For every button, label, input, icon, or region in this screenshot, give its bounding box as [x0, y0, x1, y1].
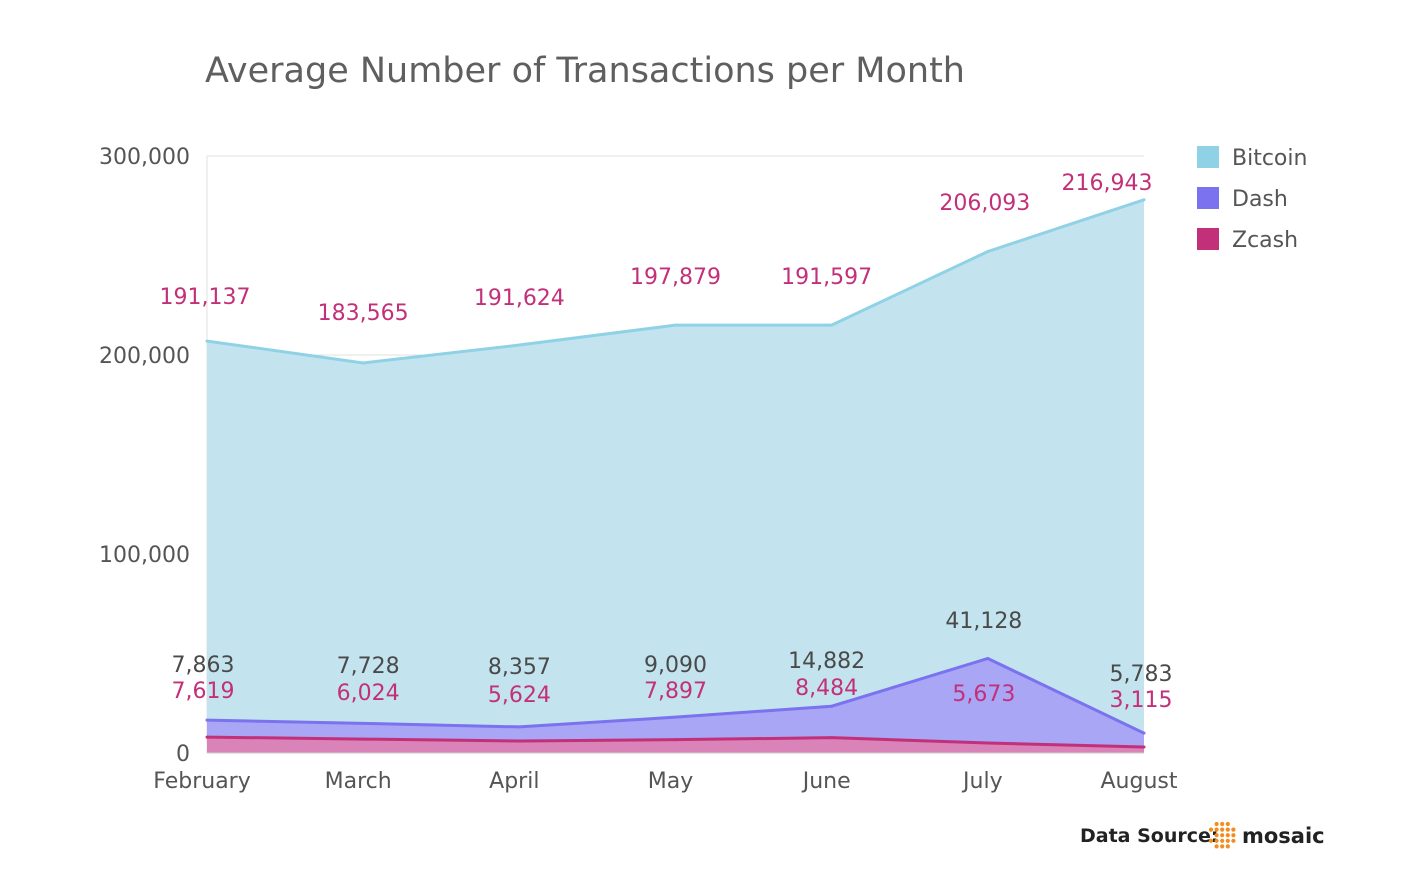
point-zcash: [205, 735, 209, 739]
y-tick-label: 200,000: [99, 344, 190, 369]
logo-dot: [1231, 833, 1236, 838]
data-label-zcash: 5,624: [488, 683, 551, 708]
legend-swatch-dash: [1197, 187, 1219, 209]
data-label-dash: 41,128: [945, 609, 1022, 634]
point-zcash: [674, 738, 677, 742]
x-tick-label: February: [153, 769, 251, 794]
point-bitcoin: [1142, 198, 1146, 202]
data-label-bitcoin: 206,093: [939, 191, 1030, 216]
point-zcash: [986, 741, 990, 745]
logo-dot: [1220, 827, 1225, 832]
point-zcash: [361, 737, 365, 741]
point-dash: [1142, 731, 1146, 735]
x-tick-label: May: [648, 769, 693, 794]
data-label-dash: 14,882: [788, 649, 865, 674]
logo-dot: [1225, 844, 1230, 849]
x-tick-label: July: [961, 769, 1003, 794]
logo-dot: [1214, 833, 1219, 838]
logo-dot: [1231, 827, 1236, 832]
logo-dot: [1208, 838, 1214, 843]
point-bitcoin: [361, 361, 365, 365]
series-zcash: [205, 735, 1146, 753]
logo-dot: [1220, 844, 1225, 849]
data-label-zcash: 7,619: [172, 679, 235, 704]
y-tick-label: 0: [176, 742, 190, 767]
data-label-dash: 7,863: [172, 653, 235, 678]
y-tick-label: 100,000: [99, 543, 190, 568]
data-label-zcash: 3,115: [1110, 688, 1173, 713]
legend-label-dash: Dash: [1232, 187, 1288, 212]
series-bitcoin: [205, 198, 1146, 753]
data-label-bitcoin: 197,879: [630, 265, 721, 290]
logo-dot: [1225, 833, 1230, 838]
legend-swatch-zcash: [1197, 228, 1219, 250]
series-dash: [205, 656, 1146, 753]
area-layer: [205, 198, 1146, 753]
data-label-bitcoin: 191,624: [474, 286, 565, 311]
point-dash: [674, 715, 677, 719]
logo-dot: [1225, 838, 1230, 843]
mosaic-logo-icon: [1208, 821, 1236, 849]
legend: Bitcoin Dash Zcash: [1197, 146, 1307, 253]
data-source: Data Source: mosaic: [1080, 821, 1325, 849]
data-label-bitcoin: 183,565: [318, 301, 409, 326]
y-tick-label: 300,000: [99, 145, 190, 170]
point-bitcoin: [674, 323, 677, 327]
point-zcash: [830, 736, 834, 740]
legend-swatch-bitcoin: [1197, 146, 1219, 168]
data-source-label: Data Source:: [1080, 825, 1219, 847]
data-label-zcash: 5,673: [952, 682, 1015, 707]
x-tick-label: April: [489, 769, 539, 794]
x-tick-label: March: [325, 769, 392, 794]
logo-dot: [1220, 833, 1225, 838]
logo-dot: [1208, 827, 1214, 832]
data-label-zcash: 8,484: [795, 676, 858, 701]
legend-label-bitcoin: Bitcoin: [1232, 146, 1307, 171]
label-layer: 191,137 183,565 191,624 197,879 191,597 206,0…: [160, 171, 1173, 713]
axis-layer: February March April May June July August 0 100,…: [99, 145, 1178, 794]
point-dash: [986, 656, 990, 660]
logo-dot: [1214, 827, 1219, 832]
logo-dot: [1214, 844, 1219, 849]
legend-label-zcash: Zcash: [1232, 228, 1298, 253]
logo-dot: [1225, 821, 1230, 827]
logo-dot: [1214, 838, 1219, 843]
point-bitcoin: [517, 343, 521, 347]
x-tick-label: June: [801, 769, 851, 794]
point-zcash: [517, 739, 521, 743]
data-label-bitcoin: 191,597: [781, 265, 872, 290]
data-label-zcash: 7,897: [644, 679, 707, 704]
data-label-bitcoin: 216,943: [1062, 171, 1153, 196]
x-tick-label: August: [1101, 769, 1178, 794]
data-label-zcash: 6,024: [337, 681, 400, 706]
data-label-dash: 9,090: [644, 653, 707, 678]
point-bitcoin: [986, 250, 990, 254]
point-dash: [830, 704, 834, 708]
point-bitcoin: [830, 323, 834, 327]
logo-dot: [1220, 821, 1225, 827]
point-zcash: [1142, 745, 1146, 749]
logo-dot: [1231, 838, 1236, 843]
area-bitcoin: [207, 199, 1144, 753]
data-label-dash: 7,728: [337, 654, 400, 679]
data-label-dash: 5,783: [1110, 662, 1173, 687]
area-dash: [207, 658, 1144, 753]
data-label-bitcoin: 191,137: [160, 285, 251, 310]
point-bitcoin: [205, 339, 209, 343]
logo-dot: [1225, 827, 1230, 832]
point-dash: [205, 718, 209, 722]
point-dash: [517, 725, 521, 729]
logo-dot: [1220, 838, 1225, 843]
point-dash: [361, 721, 365, 725]
mosaic-brand-text: mosaic: [1242, 824, 1325, 848]
logo-dot: [1214, 821, 1219, 827]
data-label-dash: 8,357: [488, 655, 551, 680]
chart-title: Average Number of Transactions per Month: [205, 51, 965, 91]
